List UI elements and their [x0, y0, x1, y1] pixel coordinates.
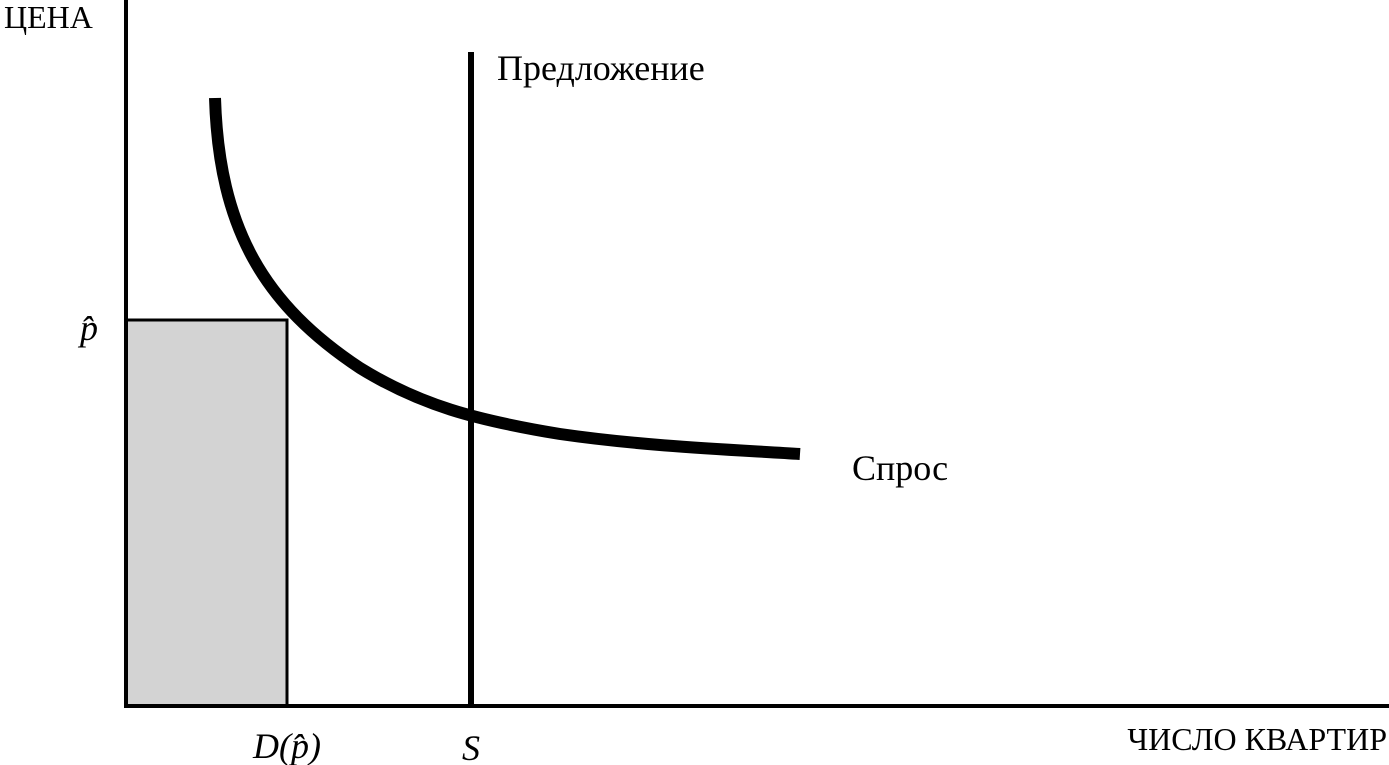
- price-marker: p̂: [77, 308, 98, 348]
- y-axis-label: ЦЕНА: [4, 0, 93, 35]
- quantity-demanded-marker: D(p̂): [252, 726, 321, 765]
- demand-curve: [209, 97, 801, 460]
- x-axis-label: ЧИСЛО КВАРТИР: [1127, 721, 1387, 757]
- expenditure-area: [124, 318, 289, 708]
- stock-marker: S: [462, 728, 480, 765]
- supply-label: Предложение: [497, 48, 705, 88]
- demand-label: Спрос: [852, 448, 948, 488]
